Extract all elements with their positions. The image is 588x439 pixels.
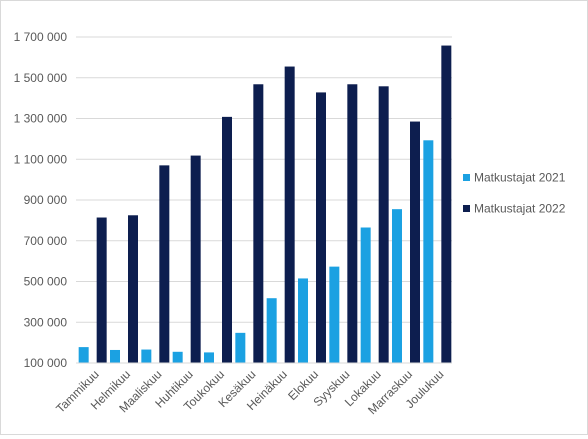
x-axis-tick-labels: TammikuuHelmikuuMaaliskuuHuhtikuuToukoku… (53, 367, 446, 417)
bar-matkustajat-2022 (347, 84, 358, 364)
bar-matkustajat-2022 (190, 155, 201, 363)
bar-matkustajat-2022 (96, 217, 107, 363)
bar-matkustajat-2021 (110, 349, 120, 363)
y-axis-tick-labels: 100 000 300 000 500 000 700 000 900 000 1 100… (14, 30, 68, 370)
legend-swatch (463, 174, 470, 181)
y-tick-label: 1 100 000 (14, 152, 68, 166)
legend: Matkustajat 2021 Matkustajat 2022 (463, 171, 566, 216)
bar-matkustajat-2021 (392, 209, 402, 363)
y-tick-label: 700 000 (24, 234, 68, 248)
y-tick-label: 1 500 000 (14, 71, 68, 85)
bar-matkustajat-2021 (423, 140, 434, 363)
legend-label: Matkustajat 2022 (474, 202, 566, 216)
bar-matkustajat-2022 (316, 92, 326, 364)
bar-matkustajat-2021 (266, 298, 277, 363)
bar-matkustajat-2022 (128, 215, 138, 363)
bar-matkustajat-2021 (78, 347, 89, 363)
legend-swatch (463, 205, 470, 212)
bar-matkustajat-2021 (298, 278, 308, 363)
bar-matkustajat-2022 (410, 121, 420, 364)
legend-label: Matkustajat 2021 (474, 171, 566, 185)
bar-matkustajat-2021 (329, 266, 340, 363)
y-tick-label: 300 000 (24, 315, 68, 329)
bar-matkustajat-2022 (222, 116, 232, 364)
gridlines (76, 36, 452, 323)
bar-matkustajat-2022 (378, 86, 389, 364)
y-tick-label: 900 000 (24, 193, 68, 207)
y-tick-label: 500 000 (24, 275, 68, 289)
bar-matkustajat-2022 (253, 84, 264, 364)
bar-matkustajat-2022 (284, 66, 295, 363)
bar-matkustajat-2022 (159, 165, 170, 363)
bars (78, 45, 452, 364)
bar-matkustajat-2021 (204, 352, 214, 363)
y-tick-label: 1 700 000 (14, 30, 68, 44)
y-tick-label: 1 300 000 (14, 112, 68, 126)
bar-matkustajat-2021 (235, 332, 246, 363)
bar-matkustajat-2021 (141, 349, 152, 363)
y-tick-label: 100 000 (24, 356, 68, 370)
bar-matkustajat-2021 (360, 227, 371, 363)
bar-matkustajat-2022 (441, 45, 452, 364)
bar-matkustajat-2021 (172, 351, 183, 363)
